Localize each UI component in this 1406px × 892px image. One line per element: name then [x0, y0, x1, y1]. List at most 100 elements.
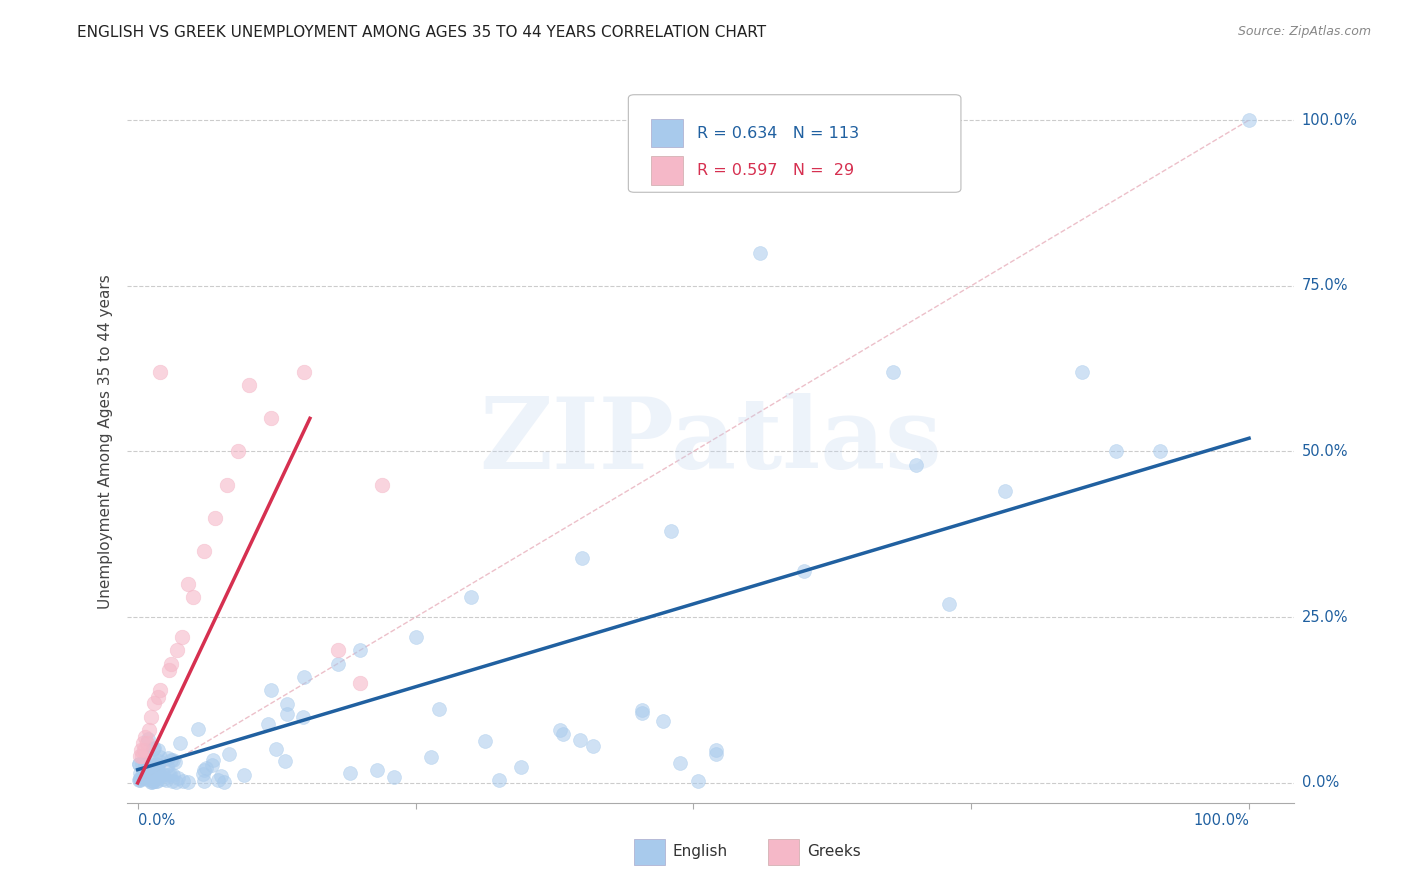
Point	[136, 731, 159, 746]
Point	[143, 697, 166, 711]
Point	[136, 756, 159, 770]
Point	[128, 772, 150, 786]
Point	[193, 766, 215, 780]
Point	[143, 772, 166, 786]
Point	[704, 747, 727, 762]
Point	[139, 775, 162, 789]
Point	[176, 577, 198, 591]
Point	[165, 775, 187, 789]
Point	[181, 591, 204, 605]
Point	[218, 747, 240, 761]
Point	[904, 458, 927, 472]
FancyBboxPatch shape	[634, 838, 665, 865]
Point	[276, 697, 298, 711]
Point	[193, 763, 215, 777]
Point	[172, 774, 194, 789]
Point	[215, 477, 238, 491]
Point	[427, 702, 450, 716]
Point	[652, 714, 675, 729]
Point	[152, 772, 174, 786]
Text: 50.0%: 50.0%	[1302, 444, 1348, 459]
Text: Greeks: Greeks	[807, 845, 860, 859]
Point	[135, 768, 157, 782]
Point	[349, 676, 371, 690]
Point	[238, 378, 260, 392]
Text: R = 0.597   N =  29: R = 0.597 N = 29	[697, 163, 855, 178]
Point	[460, 591, 482, 605]
Point	[631, 706, 654, 721]
Point	[156, 759, 179, 773]
Point	[1071, 365, 1094, 379]
Point	[162, 768, 184, 782]
Point	[143, 769, 166, 783]
Point	[157, 751, 180, 765]
Point	[148, 754, 170, 768]
Point	[145, 774, 167, 789]
Point	[212, 775, 235, 789]
Text: Source: ZipAtlas.com: Source: ZipAtlas.com	[1237, 25, 1371, 38]
Point	[172, 630, 194, 644]
Point	[688, 774, 710, 789]
Point	[131, 749, 153, 764]
FancyBboxPatch shape	[768, 838, 799, 865]
Point	[159, 767, 181, 781]
Point	[134, 743, 156, 757]
Point	[704, 743, 727, 757]
FancyBboxPatch shape	[651, 119, 683, 147]
Point	[582, 739, 605, 753]
Point	[139, 761, 162, 775]
Point	[371, 477, 394, 491]
Text: 100.0%: 100.0%	[1194, 814, 1249, 829]
Point	[793, 564, 815, 578]
Point	[326, 643, 349, 657]
Point	[162, 753, 184, 767]
Point	[128, 771, 150, 785]
Point	[139, 756, 162, 770]
Point	[134, 770, 156, 784]
Point	[149, 683, 172, 698]
Point	[166, 643, 188, 657]
Point	[146, 690, 169, 704]
Point	[405, 630, 427, 644]
Point	[143, 760, 166, 774]
Point	[150, 769, 173, 783]
Text: ENGLISH VS GREEK UNEMPLOYMENT AMONG AGES 35 TO 44 YEARS CORRELATION CHART: ENGLISH VS GREEK UNEMPLOYMENT AMONG AGES…	[77, 25, 766, 40]
Point	[204, 510, 226, 524]
Point	[193, 773, 215, 788]
Point	[167, 771, 190, 785]
Point	[157, 663, 180, 677]
Point	[993, 484, 1015, 499]
Point	[193, 544, 215, 558]
Point	[145, 756, 167, 771]
Point	[142, 741, 165, 756]
Point	[143, 769, 166, 783]
Point	[149, 365, 172, 379]
Point	[276, 706, 298, 721]
Point	[232, 768, 254, 782]
Point	[551, 727, 574, 741]
Point	[510, 760, 533, 774]
Point	[160, 657, 183, 671]
Point	[141, 774, 163, 789]
Point	[1237, 113, 1260, 128]
Point	[749, 245, 772, 260]
Point	[135, 764, 157, 779]
Point	[882, 365, 904, 379]
Point	[165, 755, 187, 769]
Point	[260, 411, 283, 425]
Point	[139, 771, 162, 785]
Point	[1149, 444, 1171, 458]
Text: 100.0%: 100.0%	[1302, 112, 1358, 128]
Point	[148, 757, 170, 772]
Point	[129, 743, 152, 757]
Point	[177, 775, 200, 789]
Point	[139, 709, 162, 723]
Point	[142, 742, 165, 756]
Point	[292, 670, 315, 684]
Point	[152, 767, 174, 781]
Point	[128, 756, 150, 771]
Point	[257, 717, 280, 731]
Point	[132, 768, 155, 782]
Point	[128, 756, 150, 771]
Point	[201, 758, 224, 772]
